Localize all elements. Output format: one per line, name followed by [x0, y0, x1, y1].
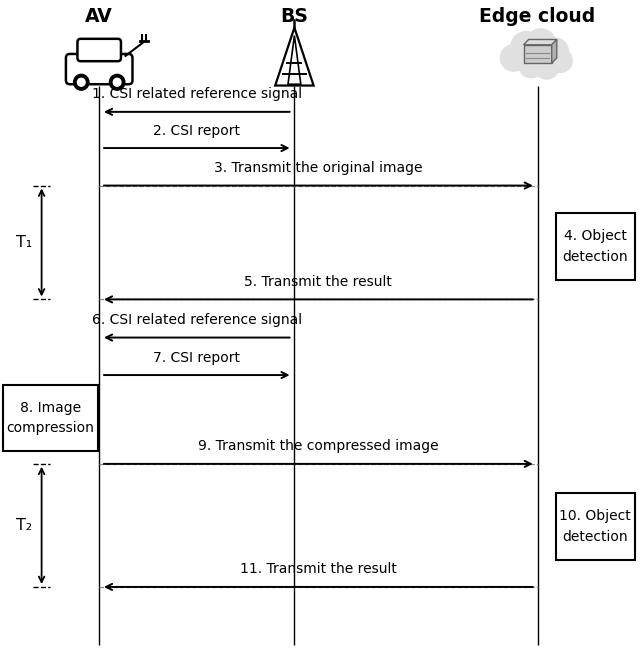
Text: 6. CSI related reference signal: 6. CSI related reference signal	[92, 313, 302, 327]
Circle shape	[534, 53, 559, 79]
Circle shape	[549, 49, 572, 72]
Text: 7. CSI report: 7. CSI report	[154, 351, 240, 365]
Text: 11. Transmit the result: 11. Transmit the result	[240, 563, 397, 576]
FancyBboxPatch shape	[556, 213, 635, 280]
Polygon shape	[552, 39, 557, 63]
Text: BS: BS	[280, 7, 308, 26]
Circle shape	[109, 74, 125, 90]
Circle shape	[511, 32, 541, 63]
Circle shape	[525, 29, 556, 61]
FancyBboxPatch shape	[77, 39, 121, 61]
Circle shape	[113, 78, 121, 86]
Text: 5. Transmit the result: 5. Transmit the result	[244, 275, 392, 289]
FancyBboxPatch shape	[524, 45, 552, 63]
Text: 1. CSI related reference signal: 1. CSI related reference signal	[92, 88, 302, 101]
Circle shape	[74, 74, 89, 90]
FancyBboxPatch shape	[556, 493, 635, 560]
Text: 2. CSI report: 2. CSI report	[154, 124, 240, 138]
FancyBboxPatch shape	[3, 385, 98, 451]
Circle shape	[543, 38, 568, 64]
Polygon shape	[524, 39, 557, 45]
Text: T₁: T₁	[15, 235, 32, 250]
Text: Edge cloud: Edge cloud	[479, 7, 596, 26]
Text: 4. Object
detection: 4. Object detection	[563, 230, 628, 264]
Text: T₂: T₂	[15, 518, 32, 533]
Text: 9. Transmit the compressed image: 9. Transmit the compressed image	[198, 440, 438, 453]
FancyBboxPatch shape	[66, 54, 132, 84]
Text: AV: AV	[85, 7, 113, 26]
Text: 10. Object
detection: 10. Object detection	[559, 509, 631, 544]
Circle shape	[77, 78, 85, 86]
Circle shape	[500, 45, 526, 71]
Circle shape	[518, 51, 544, 78]
Text: 8. Image
compression: 8. Image compression	[6, 401, 95, 435]
Text: 3. Transmit the original image: 3. Transmit the original image	[214, 161, 422, 175]
